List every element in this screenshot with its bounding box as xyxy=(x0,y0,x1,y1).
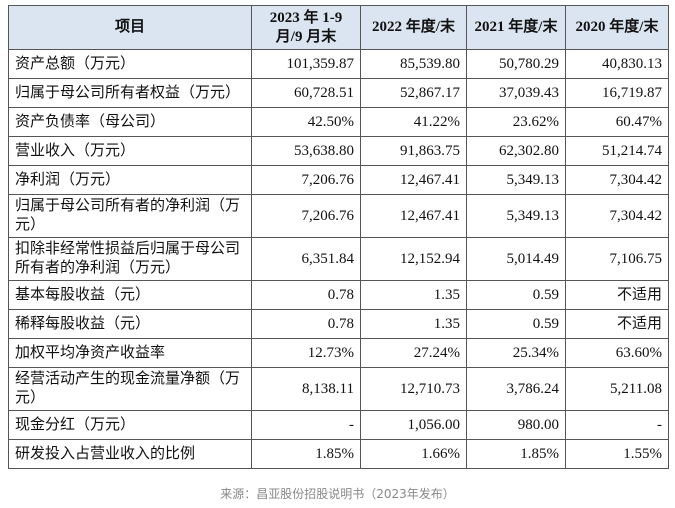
row-label: 稀释每股收益（元） xyxy=(8,309,252,339)
cell-value: 1.85% xyxy=(251,439,361,469)
row-label: 净利润（万元） xyxy=(8,165,252,195)
column-header: 2020 年度/末 xyxy=(565,5,669,50)
row-label: 资产总额（万元） xyxy=(8,49,252,79)
cell-value: 1.66% xyxy=(360,439,467,469)
cell-value: 8,138.11 xyxy=(251,367,361,411)
row-label: 归属于母公司所有者权益（万元） xyxy=(8,78,252,108)
cell-value: 16,719.87 xyxy=(565,78,669,108)
cell-value: 42.50% xyxy=(251,107,361,137)
row-label: 经营活动产生的现金流量净额（万元） xyxy=(8,367,252,411)
cell-value: 7,304.42 xyxy=(565,194,669,238)
cell-value: 27.24% xyxy=(360,338,467,368)
column-header: 项目 xyxy=(8,5,252,50)
cell-value: 60,728.51 xyxy=(251,78,361,108)
table-row: 净利润（万元） 7,206.76 12,467.41 5,349.13 7,304.42 xyxy=(8,165,669,195)
cell-value: 40,830.13 xyxy=(565,49,669,79)
column-header: 2022 年度/末 xyxy=(360,5,467,50)
table-row: 研发投入占营业收入的比例 1.85% 1.66% 1.85% 1.55% xyxy=(8,439,669,469)
cell-value: 5,211.08 xyxy=(565,367,669,411)
row-label: 资产负债率（母公司） xyxy=(8,107,252,137)
cell-value: 980.00 xyxy=(466,410,566,440)
cell-value: 1.55% xyxy=(565,439,669,469)
cell-value: 101,359.87 xyxy=(251,49,361,79)
cell-value: 5,349.13 xyxy=(466,194,566,238)
column-header: 2021 年度/末 xyxy=(466,5,566,50)
cell-value: 12,467.41 xyxy=(360,165,467,195)
cell-value: 12.73% xyxy=(251,338,361,368)
header-row: 项目 2023 年 1-9 月/9 月末 2022 年度/末 2021 年度/末 202… xyxy=(8,5,669,50)
cell-value: 62,302.80 xyxy=(466,136,566,166)
cell-value: 23.62% xyxy=(466,107,566,137)
cell-value: 1.35 xyxy=(360,309,467,339)
table-row: 归属于母公司所有者权益（万元） 60,728.51 52,867.17 37,039.… xyxy=(8,78,669,108)
cell-value: 0.78 xyxy=(251,280,361,310)
cell-value: 41.22% xyxy=(360,107,467,137)
cell-value: 53,638.80 xyxy=(251,136,361,166)
cell-value: 52,867.17 xyxy=(360,78,467,108)
cell-value: 7,206.76 xyxy=(251,194,361,238)
cell-value: 0.59 xyxy=(466,280,566,310)
cell-value: 1.85% xyxy=(466,439,566,469)
cell-value: 不适用 xyxy=(565,280,669,310)
cell-value: - xyxy=(251,410,361,440)
cell-value: 60.47% xyxy=(565,107,669,137)
row-label: 基本每股收益（元） xyxy=(8,280,252,310)
cell-value: 91,863.75 xyxy=(360,136,467,166)
table-row: 营业收入（万元） 53,638.80 91,863.75 62,302.80 51,21… xyxy=(8,136,669,166)
cell-value: 7,106.75 xyxy=(565,237,669,281)
table-row: 加权平均净资产收益率 12.73% 27.24% 25.34% 63.60% xyxy=(8,338,669,368)
table-row: 归属于母公司所有者的净利润（万元） 7,206.76 12,467.41 5,349.… xyxy=(8,194,669,238)
cell-value: - xyxy=(565,410,669,440)
row-label: 研发投入占营业收入的比例 xyxy=(8,439,252,469)
column-header: 2023 年 1-9 月/9 月末 xyxy=(251,5,361,50)
cell-value: 50,780.29 xyxy=(466,49,566,79)
cell-value: 1,056.00 xyxy=(360,410,467,440)
cell-value: 0.78 xyxy=(251,309,361,339)
cell-value: 7,206.76 xyxy=(251,165,361,195)
table-row: 基本每股收益（元） 0.78 1.35 0.59 不适用 xyxy=(8,280,669,310)
row-label: 现金分红（万元） xyxy=(8,410,252,440)
cell-value: 3,786.24 xyxy=(466,367,566,411)
cell-value: 1.35 xyxy=(360,280,467,310)
table-row: 现金分红（万元） -1,056.00 980.00- xyxy=(8,410,669,440)
cell-value: 5,014.49 xyxy=(466,237,566,281)
table-row: 资产总额（万元） 101,359.87 85,539.80 50,780.29 40,8… xyxy=(8,49,669,79)
cell-value: 51,214.74 xyxy=(565,136,669,166)
cell-value: 25.34% xyxy=(466,338,566,368)
cell-value: 12,710.73 xyxy=(360,367,467,411)
cell-value: 0.59 xyxy=(466,309,566,339)
table-row: 资产负债率（母公司） 42.50% 41.22% 23.62% 60.47% xyxy=(8,107,669,137)
row-label: 加权平均净资产收益率 xyxy=(8,338,252,368)
cell-value: 12,152.94 xyxy=(360,237,467,281)
table-row: 稀释每股收益（元） 0.78 1.35 0.59 不适用 xyxy=(8,309,669,339)
source-note: 来源：昌亚股份招股说明书（2023年发布） xyxy=(220,487,455,501)
cell-value: 63.60% xyxy=(565,338,669,368)
cell-value: 85,539.80 xyxy=(360,49,467,79)
cell-value: 5,349.13 xyxy=(466,165,566,195)
cell-value: 12,467.41 xyxy=(360,194,467,238)
table-row: 扣除非经常性损益后归属于母公司所有者的净利润（万元） 6,351.84 12,152… xyxy=(8,237,669,281)
cell-value: 7,304.42 xyxy=(565,165,669,195)
data-table: 项目 2023 年 1-9 月/9 月末 2022 年度/末 2021 年度/末 202… xyxy=(8,5,669,469)
row-label: 扣除非经常性损益后归属于母公司所有者的净利润（万元） xyxy=(8,237,252,281)
cell-value: 37,039.43 xyxy=(466,78,566,108)
cell-value: 不适用 xyxy=(565,309,669,339)
row-label: 营业收入（万元） xyxy=(8,136,252,166)
row-label: 归属于母公司所有者的净利润（万元） xyxy=(8,194,252,238)
cell-value: 6,351.84 xyxy=(251,237,361,281)
table-row: 经营活动产生的现金流量净额（万元） 8,138.11 12,710.73 3,786.… xyxy=(8,367,669,411)
